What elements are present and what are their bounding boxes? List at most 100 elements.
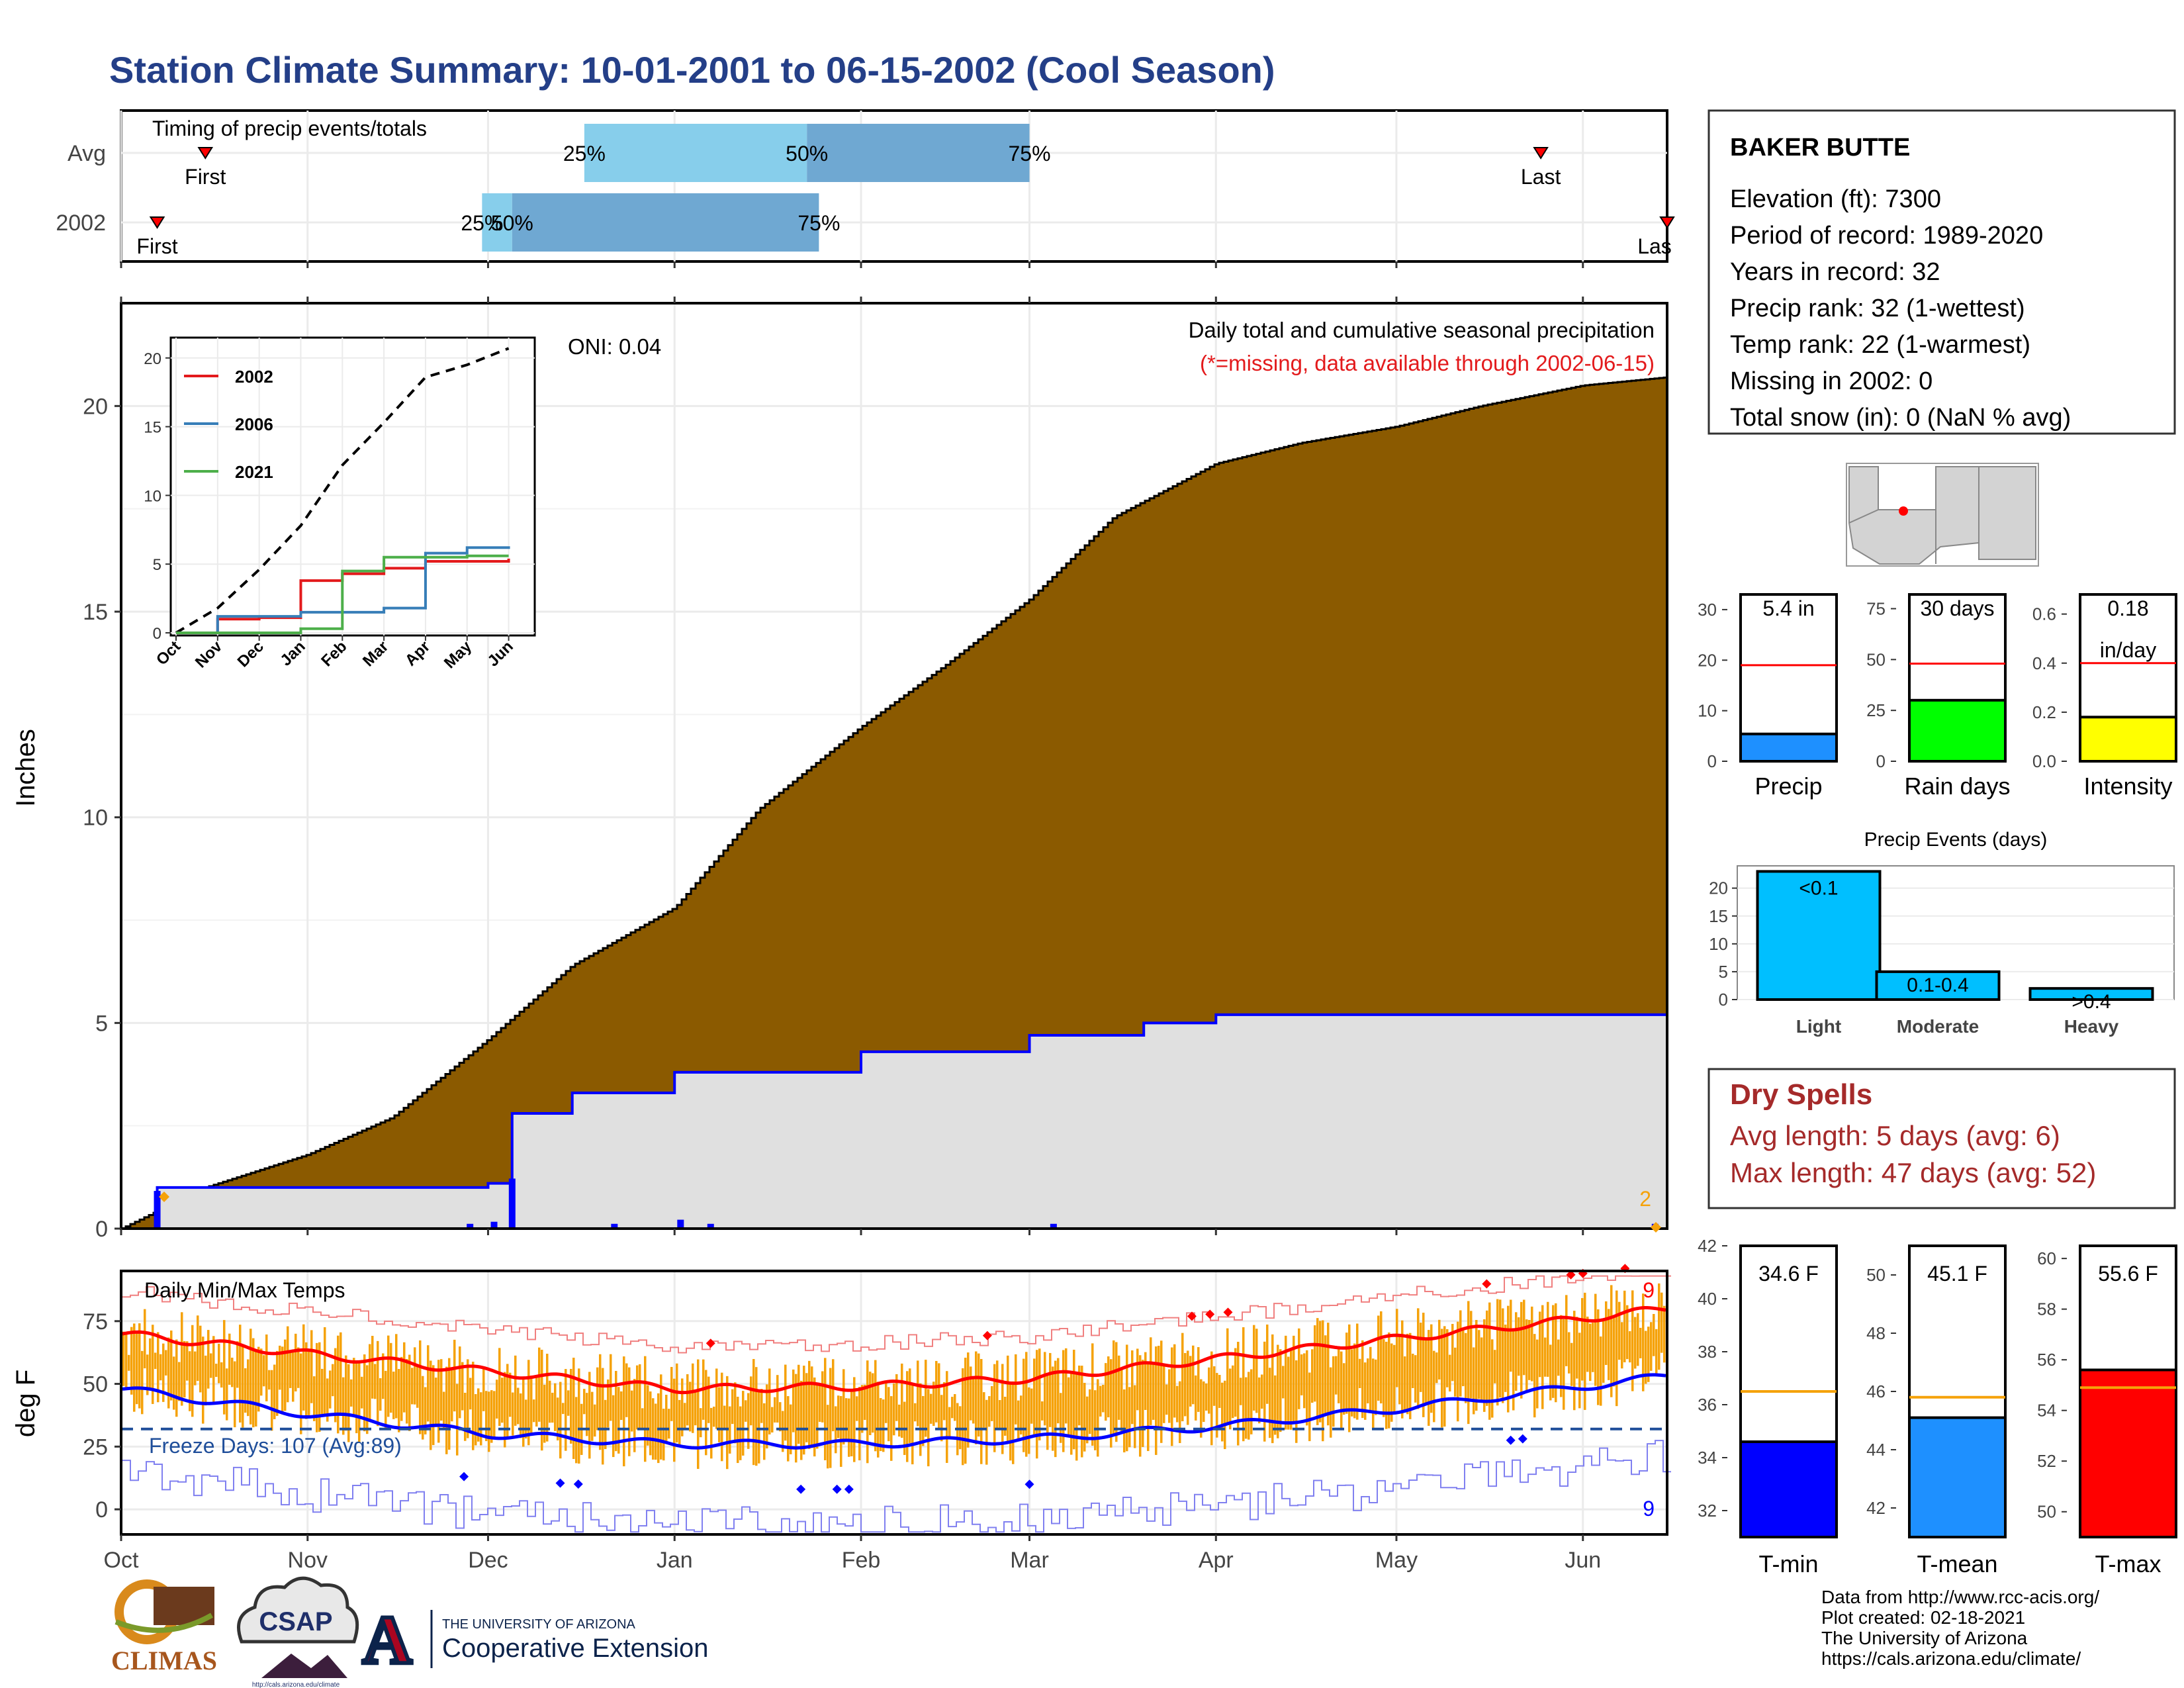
daily-temp-bar — [554, 1383, 557, 1431]
daily-temp-bar — [527, 1360, 530, 1446]
daily-temp-bar — [533, 1399, 535, 1423]
daily-temp-bar — [1245, 1377, 1248, 1439]
daily-temp-bar — [1136, 1348, 1139, 1411]
daily-temp-bar — [636, 1365, 639, 1430]
credit-date: Plot created: 02-18-2021 — [1821, 1607, 2025, 1628]
daily-temp-bar — [1504, 1325, 1507, 1392]
daily-temp-bar — [242, 1344, 244, 1428]
daily-temp-bar — [970, 1366, 972, 1421]
temp-y-tick-label: 0 — [95, 1497, 108, 1523]
daily-temp-bar — [535, 1377, 538, 1427]
daily-temp-bar — [252, 1338, 255, 1428]
daily-temp-bar — [411, 1368, 414, 1405]
summary-bar-y-tick-label: 0.4 — [2032, 653, 2056, 673]
daily-temp-bar — [268, 1370, 271, 1390]
station-snow: Total snow (in): 0 (NaN % avg) — [1730, 404, 2071, 432]
dry-spells-frame — [1707, 1068, 2176, 1209]
daily-temp-bar — [700, 1408, 702, 1438]
daily-temp-bar — [821, 1371, 824, 1423]
daily-temp-bar — [1578, 1333, 1581, 1409]
precip-events-chart: Precip Events (days) 0 5 10 15 20 <0.1 Light 0.… — [1709, 829, 2175, 1037]
daily-temp-bar — [872, 1373, 874, 1433]
inset-legend-label: 2002 — [235, 367, 273, 387]
temp-summary-chart-tmean: 42 44 46 48 50 45.1 F T-mean — [1866, 1244, 2007, 1577]
daily-temp-bar — [1634, 1317, 1637, 1369]
daily-temp-bar — [170, 1330, 173, 1401]
daily-temp-bar — [321, 1368, 324, 1415]
daily-temp-bar — [1645, 1331, 1647, 1384]
daily-temp-bar — [430, 1360, 432, 1450]
daily-temp-bar — [546, 1354, 549, 1442]
daily-temp-bar — [435, 1378, 437, 1427]
climas-logo: CLIMAS — [111, 1579, 217, 1675]
daily-temp-bar — [374, 1364, 377, 1399]
daily-temp-bar — [273, 1364, 276, 1419]
daily-temp-bar — [1642, 1293, 1645, 1391]
daily-temp-bar — [398, 1369, 400, 1432]
inset-series-cumulative — [175, 347, 510, 634]
daily-temp-bar — [617, 1387, 620, 1454]
temp-y-axis-label: deg F — [11, 1370, 40, 1437]
daily-temp-bar — [1435, 1352, 1438, 1383]
daily-temp-bar — [1216, 1373, 1218, 1438]
daily-temp-bar — [1221, 1382, 1224, 1442]
freeze-note: Freeze Days: 107 (Avg:89) — [149, 1434, 402, 1458]
credit-url: https://cals.arizona.edu/climate/ — [1821, 1648, 2081, 1669]
daily-temp-bar — [287, 1326, 289, 1403]
daily-temp-bar — [506, 1364, 509, 1439]
daily-temp-bar — [329, 1370, 332, 1409]
daily-temp-bar — [1181, 1333, 1184, 1422]
summary-bar-value-label: 30 days — [1920, 596, 1994, 620]
daily-temp-bar — [212, 1336, 215, 1405]
daily-temp-bar — [978, 1353, 980, 1437]
daily-temp-bar — [437, 1360, 440, 1443]
events-bar-label: <0.1 — [1799, 877, 1838, 899]
daily-temp-bar — [498, 1348, 501, 1427]
daily-temp-bar — [1647, 1327, 1650, 1382]
daily-temp-bar — [707, 1376, 710, 1423]
daily-temp-bar — [292, 1349, 295, 1402]
daily-temp-bar — [289, 1351, 292, 1388]
daily-temp-bar — [1388, 1332, 1390, 1429]
daily-temp-bar — [1044, 1352, 1046, 1426]
daily-temp-bar — [1605, 1301, 1608, 1366]
daily-temp-bar — [1173, 1344, 1176, 1418]
daily-temp-bar — [1218, 1375, 1221, 1408]
csap-cloud — [237, 1576, 359, 1644]
record-low-marker — [844, 1484, 854, 1494]
daily-temp-bar — [1261, 1374, 1263, 1409]
daily-temp-bar — [165, 1350, 167, 1376]
daily-temp-bar — [281, 1346, 284, 1415]
daily-temp-bar — [1589, 1323, 1592, 1382]
summary-bar-value-label: in/day — [2100, 638, 2156, 662]
daily-temp-bar — [1128, 1387, 1131, 1448]
events-y-tick-label: 0 — [1719, 990, 1728, 1009]
daily-temp-bar — [718, 1387, 721, 1442]
temp-summary-y-tick-label: 54 — [2037, 1401, 2056, 1421]
daily-temp-bar — [1655, 1329, 1658, 1376]
temp-panel-frame — [120, 1270, 1668, 1536]
daily-temp-bar — [1621, 1322, 1623, 1369]
max-count: 9 — [1643, 1278, 1655, 1302]
daily-temp-bar — [951, 1397, 954, 1419]
daily-temp-bar — [1113, 1340, 1115, 1435]
record-low-marker — [573, 1479, 583, 1489]
daily-temp-bar — [684, 1403, 686, 1430]
temp-summary-y-tick-label: 32 — [1698, 1501, 1717, 1521]
daily-temp-bar — [1441, 1329, 1443, 1428]
station-box-frame — [1707, 109, 2176, 435]
temp-summary-value-label: 34.6 F — [1758, 1262, 1819, 1286]
daily-temp-bar — [1438, 1319, 1441, 1380]
daily-temp-bar — [1271, 1334, 1274, 1444]
temp-summary-bar — [1739, 1440, 1838, 1538]
summary-bar — [1739, 732, 1838, 763]
daily-temp-bar — [1581, 1297, 1584, 1381]
daily-temp-bar — [1054, 1360, 1057, 1458]
daily-temp-bar — [549, 1380, 551, 1423]
daily-temp-bar — [1544, 1337, 1547, 1377]
daily-temp-bar — [927, 1389, 930, 1467]
daily-temp-bar — [1115, 1342, 1118, 1442]
daily-temp-bar — [911, 1385, 914, 1465]
daily-temp-bar — [1083, 1383, 1086, 1452]
